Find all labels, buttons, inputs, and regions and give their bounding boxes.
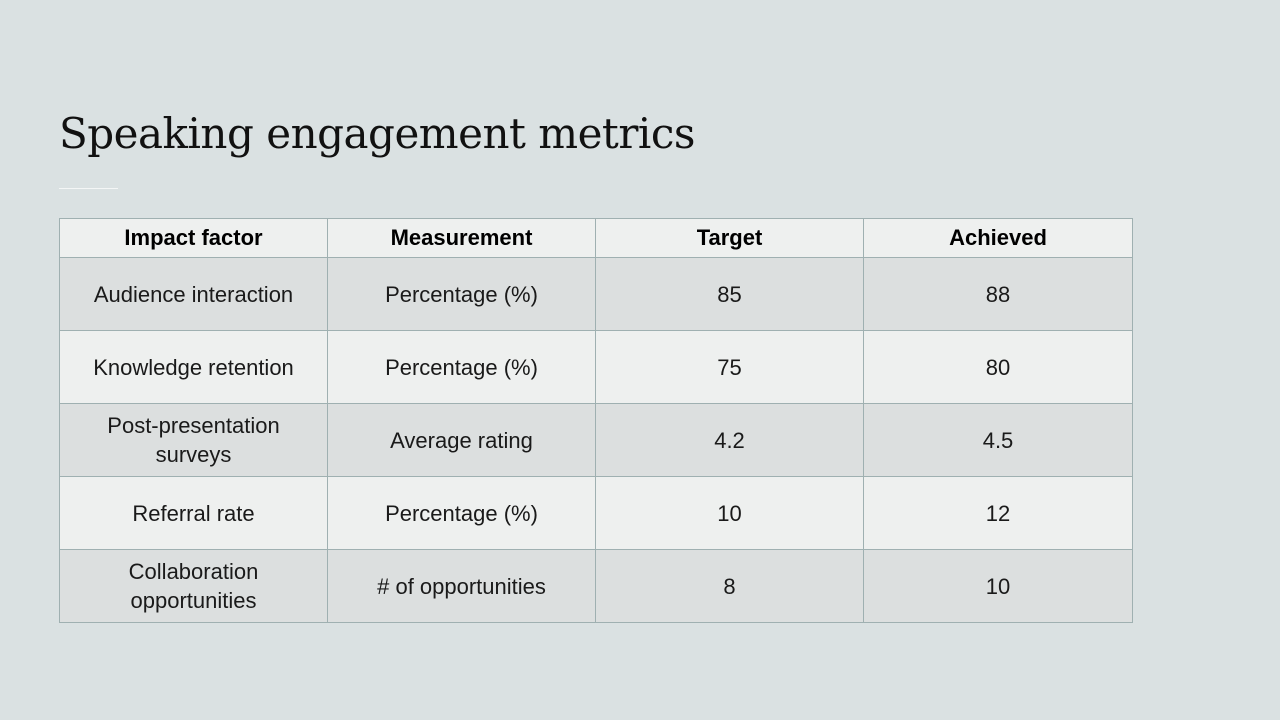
cell-achieved: 10 bbox=[863, 549, 1133, 623]
cell-target: 10 bbox=[595, 476, 864, 550]
table-header-row: Impact factor Measurement Target Achieve… bbox=[59, 218, 1133, 258]
cell-achieved: 12 bbox=[863, 476, 1133, 550]
cell-impact-factor: Collaboration opportunities bbox=[59, 549, 328, 623]
slide-title: Speaking engagement metrics bbox=[59, 109, 695, 158]
table-row: Post-presentation surveys Average rating… bbox=[59, 403, 1133, 477]
cell-measurement: Average rating bbox=[327, 403, 596, 477]
cell-achieved: 4.5 bbox=[863, 403, 1133, 477]
cell-target: 85 bbox=[595, 257, 864, 331]
title-underline bbox=[59, 188, 118, 189]
table-row: Referral rate Percentage (%) 10 12 bbox=[59, 476, 1133, 550]
table-row: Audience interaction Percentage (%) 85 8… bbox=[59, 257, 1133, 331]
cell-achieved: 80 bbox=[863, 330, 1133, 404]
table-row: Knowledge retention Percentage (%) 75 80 bbox=[59, 330, 1133, 404]
table-row: Collaboration opportunities # of opportu… bbox=[59, 549, 1133, 623]
cell-achieved: 88 bbox=[863, 257, 1133, 331]
cell-measurement: Percentage (%) bbox=[327, 330, 596, 404]
cell-target: 4.2 bbox=[595, 403, 864, 477]
cell-target: 75 bbox=[595, 330, 864, 404]
cell-impact-factor: Post-presentation surveys bbox=[59, 403, 328, 477]
cell-measurement: Percentage (%) bbox=[327, 476, 596, 550]
cell-impact-factor: Audience interaction bbox=[59, 257, 328, 331]
cell-measurement: Percentage (%) bbox=[327, 257, 596, 331]
cell-impact-factor: Knowledge retention bbox=[59, 330, 328, 404]
column-header: Achieved bbox=[863, 218, 1133, 258]
metrics-table: Impact factor Measurement Target Achieve… bbox=[59, 218, 1133, 623]
column-header: Measurement bbox=[327, 218, 596, 258]
column-header: Impact factor bbox=[59, 218, 328, 258]
cell-target: 8 bbox=[595, 549, 864, 623]
cell-measurement: # of opportunities bbox=[327, 549, 596, 623]
column-header: Target bbox=[595, 218, 864, 258]
cell-impact-factor: Referral rate bbox=[59, 476, 328, 550]
